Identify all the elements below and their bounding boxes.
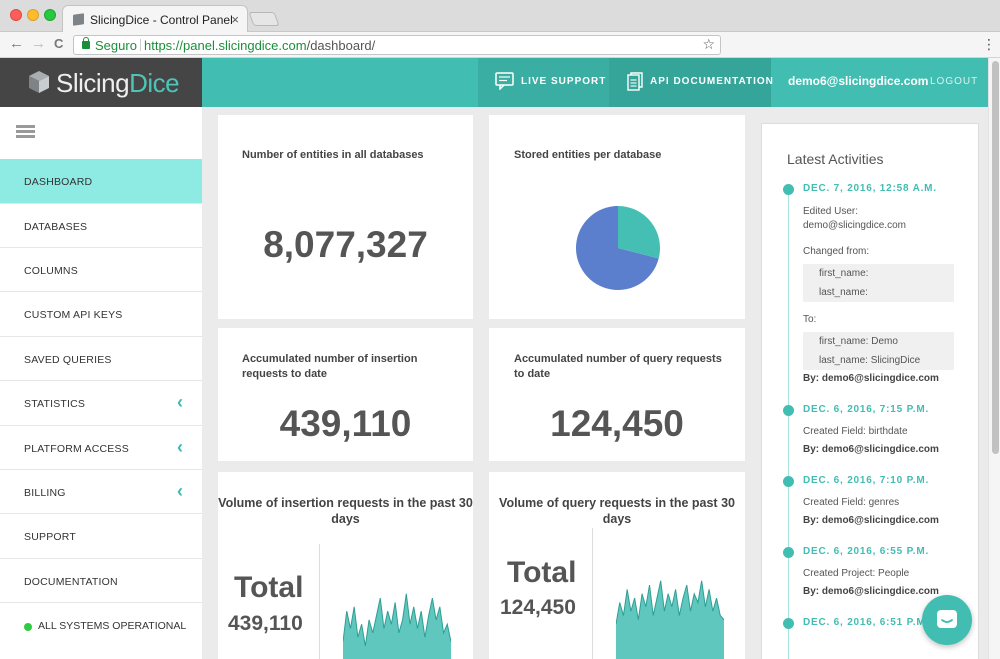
pie-chart [576,206,660,290]
sidebar-item-platform-access[interactable]: PLATFORM ACCESS ‹ [0,425,202,469]
sidebar-item-statistics[interactable]: STATISTICS ‹ [0,380,202,424]
pie-slice [618,206,660,259]
sidebar-item-saved-queries[interactable]: SAVED QUERIES [0,336,202,380]
tab-title: SlicingDice - Control Panel [90,13,233,27]
sidebar-item-databases[interactable]: DATABASES [0,203,202,247]
minimize-window-button[interactable] [27,9,39,21]
api-documentation-button[interactable]: API DOCUMENTATION [609,58,773,107]
query-value: 124,450 [550,403,684,444]
area-fill [616,580,724,659]
query-card-title: Accumulated number of query requests to d… [514,353,722,380]
browser-titlebar: SlicingDice - Control Panel × [0,0,1000,33]
page-scrollbar[interactable] [988,58,1000,659]
pie-slice [576,206,659,290]
lock-icon [82,37,90,49]
query-volume-card: Volume of query requests in the past 30 … [489,472,745,659]
dashboard-main: Number of entities in all databases 8,07… [202,107,750,659]
browser-toolbar: ← → C Seguro https://panel.slicingdice.c… [0,32,1000,58]
back-icon[interactable]: ← [9,35,24,52]
insertion-area-chart [343,593,451,659]
area-line [343,593,451,647]
timeline-dot-icon [783,184,794,195]
entities-value: 8,077,327 [263,224,428,265]
sidebar-item-custom-api-keys[interactable]: CUSTOM API KEYS [0,291,202,335]
entities-card-title: Number of entities in all databases [242,149,424,161]
changed-from-box: first_name: last_name: [803,264,954,302]
address-bar[interactable]: Seguro https://panel.slicingdice.com/das… [73,35,721,55]
query-volume-title: Volume of query requests in the past 30 … [499,496,735,526]
reload-icon[interactable]: C [54,36,64,51]
latest-activities-panel: Latest Activities DEC. 7, 2016, 12:58 A.… [761,123,979,659]
hamburger-menu-icon[interactable] [16,125,35,139]
stored-entities-card: Stored entities per database [489,115,745,319]
timeline-dot-icon [783,618,794,629]
logo[interactable]: SlicingDice [0,58,202,107]
favicon-icon [73,13,84,26]
sidebar-item-documentation[interactable]: DOCUMENTATION [0,558,202,602]
area-line [616,580,724,625]
query-requests-card: Accumulated number of query requests to d… [489,328,745,461]
live-support-button[interactable]: LIVE SUPPORT [478,58,609,107]
timeline-dot-icon [783,476,794,487]
browser-tab[interactable]: SlicingDice - Control Panel × [62,5,248,33]
timeline-line [788,188,789,659]
chevron-left-icon: ‹ [177,392,183,412]
query-total-value: 124,450 [500,596,576,619]
entities-card: Number of entities in all databases 8,07… [218,115,473,319]
new-tab-button[interactable] [248,12,280,26]
url-text: https://panel.slicingdice.com/dashboard/ [144,38,376,53]
chat-bubble-icon [495,72,514,90]
insertion-total-value: 439,110 [228,612,303,635]
stored-entities-title: Stored entities per database [514,149,662,161]
sidebar: DASHBOARD DATABASES COLUMNS CUSTOM API K… [0,107,202,659]
timeline-dot-icon [783,405,794,416]
changed-to-box: first_name: Demo last_name: SlicingDice [803,332,954,370]
chat-launcher-button[interactable] [922,595,972,645]
close-window-button[interactable] [10,9,22,21]
latest-activities-title: Latest Activities [787,151,884,167]
chat-icon [937,610,957,628]
sidebar-item-columns[interactable]: COLUMNS [0,247,202,291]
query-total-label: Total [507,556,577,589]
logout-link[interactable]: LOGOUT [930,76,979,87]
timeline-dot-icon [783,547,794,558]
chevron-left-icon: ‹ [177,481,183,501]
sidebar-item-dashboard[interactable]: DASHBOARD [0,159,202,203]
tab-close-icon[interactable]: × [231,12,239,27]
secure-label: Seguro [95,38,137,53]
sidebar-item-billing[interactable]: BILLING ‹ [0,469,202,513]
insertion-volume-title: Volume of insertion requests in the past… [218,496,473,526]
chevron-left-icon: ‹ [177,437,183,457]
sidebar-item-support[interactable]: SUPPORT [0,513,202,557]
insertion-card-title: Accumulated number of insertion requests … [242,353,418,380]
top-navbar: LIVE SUPPORT API DOCUMENTATION demo6@sli… [202,58,988,107]
insertion-volume-card: Volume of insertion requests in the past… [218,472,473,659]
cube-logo-icon [29,71,49,93]
status-dot-icon [24,623,32,631]
logo-text: SlicingDice [56,68,180,98]
document-icon [627,72,643,91]
forward-icon[interactable]: → [31,35,46,52]
user-email[interactable]: demo6@slicingdice.com [788,74,929,88]
browser-menu-icon[interactable]: ⋮ [982,36,996,52]
scrollbar-thumb[interactable] [992,61,999,454]
bookmark-star-icon[interactable]: ☆ [702,36,715,52]
insertion-value: 439,110 [279,403,412,444]
area-fill [343,593,451,659]
maximize-window-button[interactable] [44,9,56,21]
insertion-requests-card: Accumulated number of insertion requests … [218,328,473,461]
system-status: ALL SYSTEMS OPERATIONAL [0,602,202,646]
query-area-chart [616,580,724,659]
insertion-total-label: Total [234,571,304,604]
